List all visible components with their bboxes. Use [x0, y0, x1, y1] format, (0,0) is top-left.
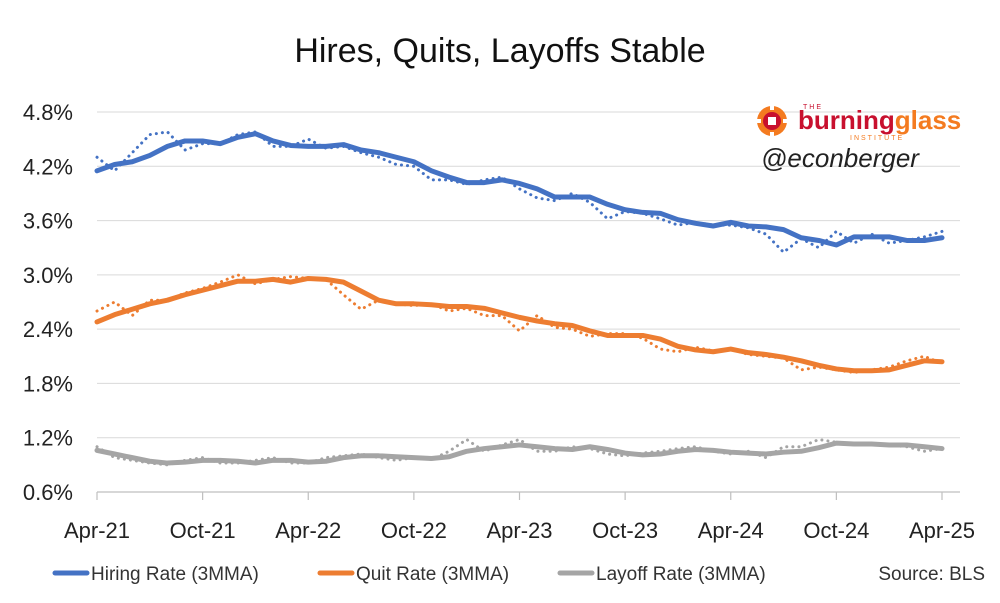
x-tick-label: Apr-25 [909, 518, 975, 543]
series-line-quit-rate-monthly [95, 273, 944, 375]
logo-word-burning: burning [798, 105, 895, 135]
x-tick-label: Apr-23 [486, 518, 552, 543]
x-tick-label: Apr-22 [275, 518, 341, 543]
x-tick-label: Oct-24 [803, 518, 869, 543]
y-tick-label: 3.6% [23, 209, 73, 234]
series-lines [94, 130, 945, 467]
x-tick-label: Oct-21 [170, 518, 236, 543]
grid-lines [97, 111, 960, 439]
logo-institute: INSTITUTE [850, 135, 904, 142]
series-line-layoff-rate-3mma [94, 440, 945, 466]
y-tick-label: 4.2% [23, 154, 73, 179]
x-tick-label: Apr-24 [698, 518, 764, 543]
legend-label: Hiring Rate (3MMA) [91, 564, 259, 585]
burning-glass-logo: THE burningglass INSTITUTE [755, 104, 961, 142]
legend-label: Layoff Rate (3MMA) [596, 564, 766, 585]
y-tick-label: 2.4% [23, 317, 73, 342]
y-tick-label: 3.0% [23, 263, 73, 288]
series-line-hiring-rate-3mma [94, 131, 945, 248]
y-tick-label: 4.8% [23, 100, 73, 125]
x-tick-label: Apr-21 [64, 518, 130, 543]
sun-icon [755, 104, 789, 138]
chart-title: Hires, Quits, Layoffs Stable [294, 32, 705, 70]
x-tick-label: Oct-22 [381, 518, 447, 543]
legend: Hiring Rate (3MMA) Quit Rate (3MMA) Layoff… [52, 564, 766, 585]
series-line-quit-rate-3mma [94, 275, 945, 374]
y-tick-label: 0.6% [23, 480, 73, 505]
logo-word-glass: glass [895, 105, 962, 135]
y-tick-label: 1.2% [23, 426, 73, 451]
y-tick-label: 1.8% [23, 371, 73, 396]
axes: 4.8% 4.2% 3.6% 3.0% 2.4% 1.8% 1.2% 0.6% Apr-21 Oc… [23, 100, 975, 543]
x-tick-label: Oct-23 [592, 518, 658, 543]
author-handle: @econberger [761, 143, 920, 173]
legend-label: Quit Rate (3MMA) [356, 564, 509, 585]
source-note: Source: BLS [878, 564, 985, 585]
logo-the: THE [803, 104, 823, 111]
logo-wordmark: burningglass [798, 105, 961, 135]
